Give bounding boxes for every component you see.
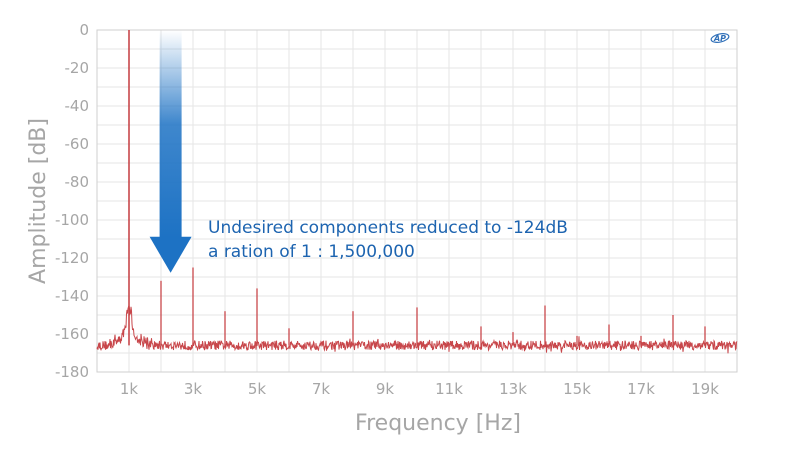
y-tick-label: -120 (55, 249, 89, 267)
x-tick-labels: 1k 3k 5k 7k 9k 11k 13k 15k 17k 19k (120, 380, 719, 398)
annotation-line-2: a ration of 1 : 1,500,000 (208, 242, 415, 262)
x-tick-label: 5k (248, 380, 267, 398)
ap-logo-ring (710, 33, 730, 43)
x-tick-label: 15k (563, 380, 591, 398)
y-tick-label: -100 (55, 211, 89, 229)
annotation-arrow (149, 30, 192, 273)
x-tick-label: 13k (499, 380, 527, 398)
y-tick-label: -180 (55, 363, 89, 381)
annotation-arrow-shaft (159, 30, 182, 238)
x-tick-label: 11k (435, 380, 463, 398)
x-tick-label: 7k (312, 380, 331, 398)
y-axis-title: Amplitude [dB] (26, 118, 51, 284)
y-tick-label: -20 (65, 59, 90, 77)
plot-border (96, 29, 738, 373)
x-tick-label: 9k (376, 380, 395, 398)
y-tick-label: -160 (55, 325, 89, 343)
y-tick-label: -60 (65, 135, 90, 153)
annotation-arrow-head (149, 236, 192, 273)
x-tick-label: 19k (691, 380, 719, 398)
x-tick-label: 17k (627, 380, 655, 398)
annotation-line-1: Undesired components reduced to -124dB (208, 218, 568, 238)
x-tick-label: 1k (120, 380, 139, 398)
ap-logo: AP (710, 33, 730, 43)
ap-logo-text: AP (713, 34, 726, 43)
spectrum-peaks (128, 30, 706, 346)
y-tick-label: -140 (55, 287, 89, 305)
y-tick-label: -80 (65, 173, 90, 191)
y-tick-label: -40 (65, 97, 90, 115)
spectrum-noise-trace (96, 303, 738, 354)
y-tick-labels: 0 -20 -40 -60 -80 -100 -120 -140 -160 -180 (55, 21, 89, 381)
y-tick-label: 0 (79, 21, 89, 39)
x-axis-title: Frequency [Hz] (355, 411, 521, 436)
x-tick-label: 3k (184, 380, 203, 398)
